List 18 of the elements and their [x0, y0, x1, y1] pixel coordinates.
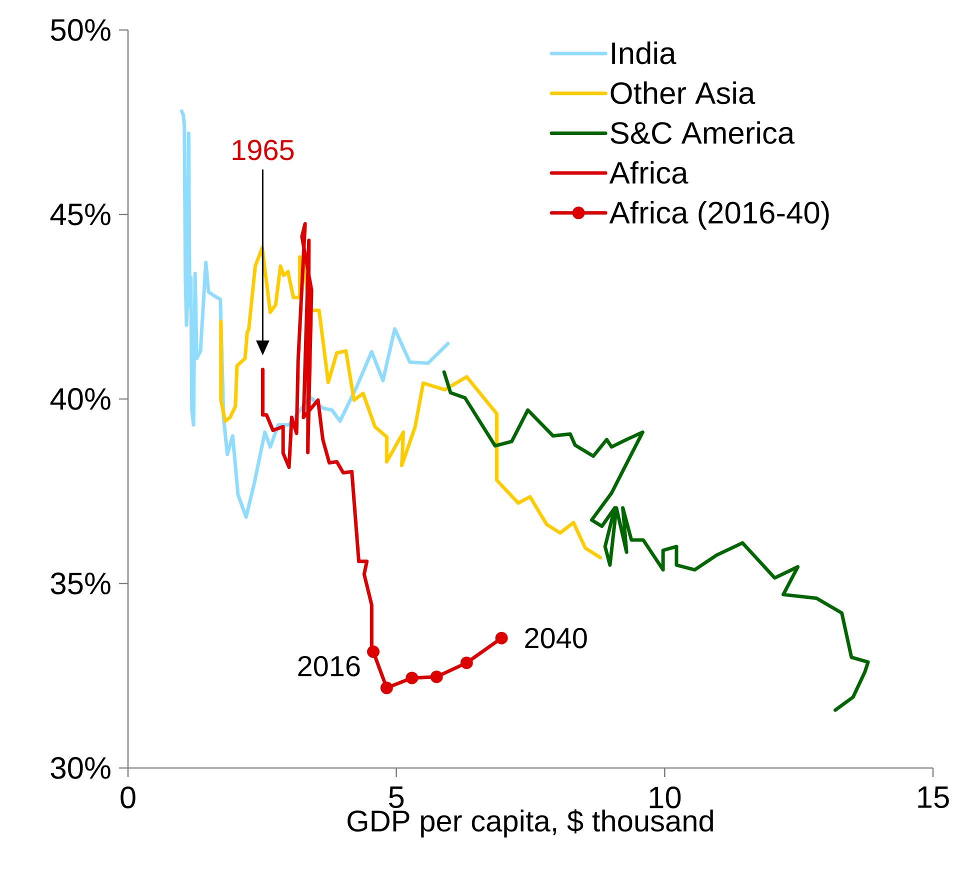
y-tick-label: 35%: [50, 572, 110, 594]
legend-label: S&C America: [610, 121, 795, 144]
y-tick-label: 50%: [50, 19, 110, 41]
legend-label: Other Asia: [610, 81, 756, 104]
annotation: 1965: [232, 140, 294, 160]
x-tick-label: 5: [388, 786, 404, 808]
y-tick-label: 30%: [50, 757, 110, 779]
x-tick-label: 15: [918, 786, 949, 808]
x-tick-label: 10: [650, 786, 681, 808]
x-axis-title: GDP per capita, $ thousand: [348, 809, 713, 838]
y-tick-label: 40%: [50, 388, 110, 410]
y-tick-label: 45%: [50, 204, 110, 226]
legend-label: India: [612, 42, 676, 64]
annotation: 2040: [525, 628, 587, 648]
legend-label: Africa: [609, 161, 688, 184]
x-tick-label: 0: [120, 786, 136, 808]
annotation: 2016: [298, 656, 360, 676]
legend-label: Africa (2016-40): [609, 200, 829, 230]
